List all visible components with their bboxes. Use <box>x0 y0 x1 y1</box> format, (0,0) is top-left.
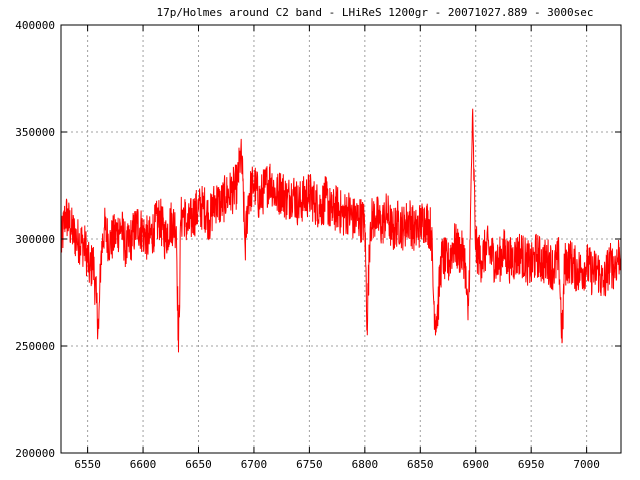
y-tick-label: 400000 <box>15 19 55 32</box>
x-tick-label: 6900 <box>462 458 489 471</box>
x-tick-label: 6850 <box>407 458 434 471</box>
chart-title: 17p/Holmes around C2 band - LHiReS 1200g… <box>156 6 593 19</box>
y-tick-label: 350000 <box>15 126 55 139</box>
x-tick-label: 6950 <box>518 458 545 471</box>
grid <box>61 25 621 453</box>
y-tick-label: 250000 <box>15 340 55 353</box>
y-tick-label: 200000 <box>15 447 55 460</box>
axis-ticks: 200000 250000 300000 350000 400000 6550 6600 66… <box>15 19 621 471</box>
y-tick-label: 300000 <box>15 233 55 246</box>
x-tick-label: 6700 <box>241 458 268 471</box>
series-line-0 <box>60 108 622 353</box>
x-tick-label: 6650 <box>185 458 212 471</box>
x-tick-label: 6750 <box>296 458 323 471</box>
x-tick-label: 6800 <box>352 458 379 471</box>
x-tick-label: 6550 <box>74 458 101 471</box>
x-tick-label: 6600 <box>130 458 157 471</box>
x-tick-label: 7000 <box>573 458 600 471</box>
series-layer <box>60 108 622 353</box>
